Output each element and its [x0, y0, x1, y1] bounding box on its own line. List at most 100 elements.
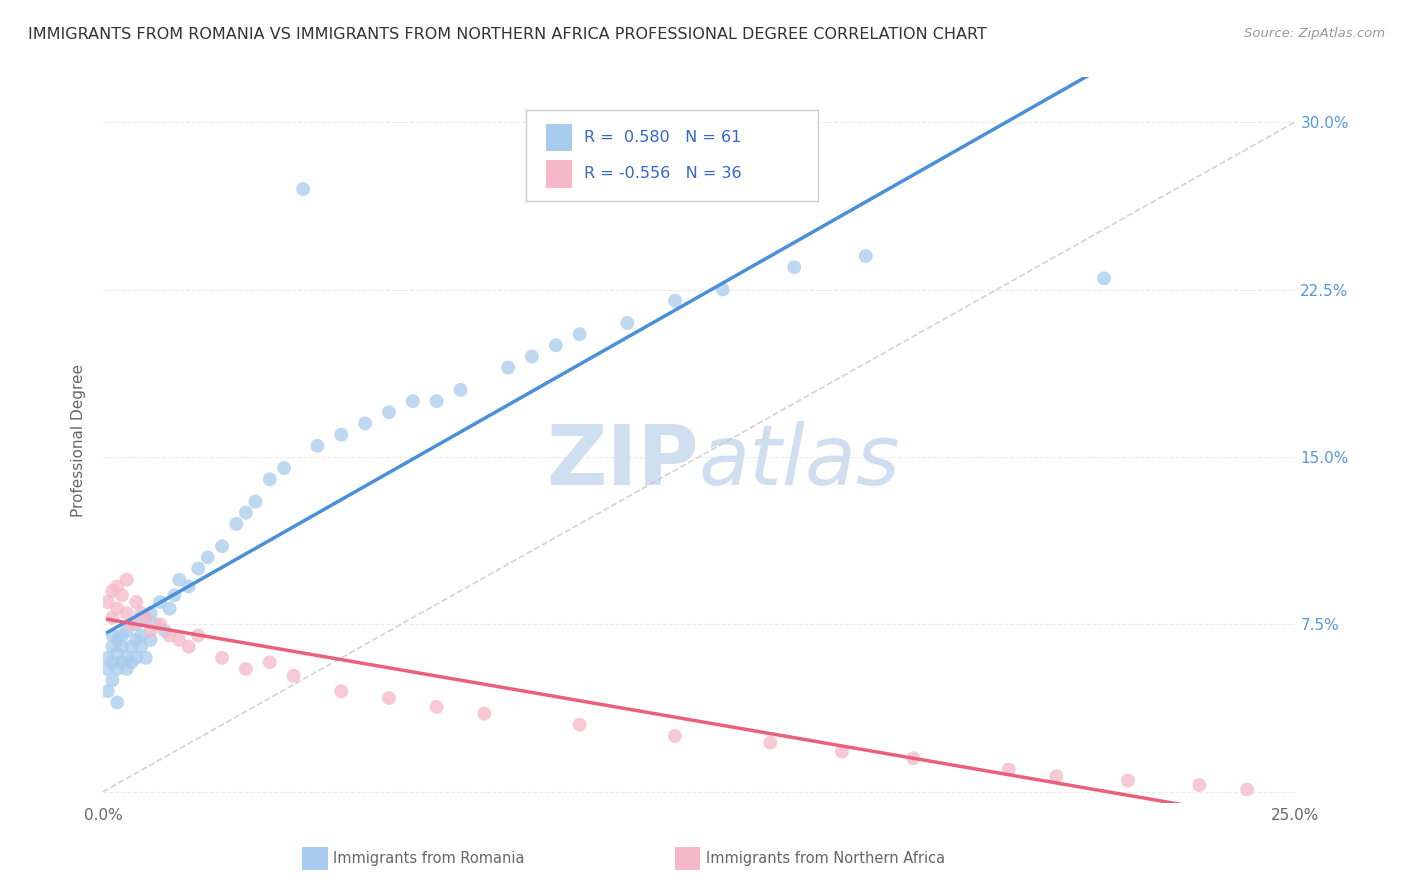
Point: [115, 573, 138, 587]
Text: ZIP: ZIP: [547, 421, 699, 502]
Point: [129, 640, 152, 654]
Point: [664, 729, 686, 743]
Point: [97, 595, 120, 609]
Point: [997, 763, 1019, 777]
Point: [105, 632, 128, 647]
Point: [111, 628, 134, 642]
Point: [783, 260, 806, 275]
Point: [235, 662, 257, 676]
Point: [544, 338, 567, 352]
Point: [105, 601, 128, 615]
Point: [125, 632, 148, 647]
Point: [111, 640, 134, 654]
Text: R = -0.556   N = 36: R = -0.556 N = 36: [585, 167, 742, 181]
Point: [121, 655, 143, 669]
Point: [568, 327, 591, 342]
Point: [177, 579, 200, 593]
Bar: [302, 847, 328, 870]
Point: [472, 706, 495, 721]
Point: [125, 650, 148, 665]
Point: [105, 579, 128, 593]
Point: [402, 394, 425, 409]
Text: IMMIGRANTS FROM ROMANIA VS IMMIGRANTS FROM NORTHERN AFRICA PROFESSIONAL DEGREE C: IMMIGRANTS FROM ROMANIA VS IMMIGRANTS FR…: [28, 27, 987, 42]
Point: [101, 610, 124, 624]
Point: [97, 650, 120, 665]
Point: [426, 700, 449, 714]
Point: [855, 249, 877, 263]
Point: [135, 610, 157, 624]
Point: [167, 632, 190, 647]
Point: [105, 696, 128, 710]
Point: [177, 640, 200, 654]
Point: [129, 628, 152, 642]
Point: [449, 383, 471, 397]
Point: [111, 588, 134, 602]
Text: atlas: atlas: [699, 421, 900, 502]
Y-axis label: Professional Degree: Professional Degree: [72, 364, 86, 516]
Point: [135, 610, 157, 624]
Point: [149, 617, 172, 632]
Point: [125, 595, 148, 609]
Point: [235, 506, 257, 520]
Point: [121, 640, 143, 654]
Bar: [547, 124, 572, 152]
Point: [354, 417, 377, 431]
Point: [520, 350, 543, 364]
Point: [139, 606, 162, 620]
Point: [496, 360, 519, 375]
Point: [225, 516, 247, 531]
Point: [135, 650, 157, 665]
Point: [153, 624, 176, 638]
Point: [1116, 773, 1139, 788]
Point: [115, 606, 138, 620]
Point: [1188, 778, 1211, 792]
Point: [245, 494, 267, 508]
Point: [149, 595, 172, 609]
Point: [292, 182, 315, 196]
Point: [101, 655, 124, 669]
Point: [163, 588, 186, 602]
Point: [616, 316, 638, 330]
Point: [159, 601, 181, 615]
Point: [426, 394, 449, 409]
Point: [903, 751, 925, 765]
Point: [115, 662, 138, 676]
Point: [105, 646, 128, 660]
Point: [211, 650, 233, 665]
Point: [759, 736, 782, 750]
Point: [711, 283, 734, 297]
Point: [111, 655, 134, 669]
Point: [115, 624, 138, 638]
Point: [211, 539, 233, 553]
Point: [101, 640, 124, 654]
Point: [1045, 769, 1067, 783]
Point: [121, 617, 143, 632]
Bar: [675, 847, 700, 870]
Point: [97, 684, 120, 698]
Point: [105, 662, 128, 676]
Point: [101, 628, 124, 642]
Point: [187, 561, 209, 575]
Point: [159, 628, 181, 642]
Point: [101, 583, 124, 598]
Point: [831, 745, 853, 759]
Point: [97, 662, 120, 676]
FancyBboxPatch shape: [526, 110, 818, 201]
Point: [125, 617, 148, 632]
Point: [129, 606, 152, 620]
Point: [167, 573, 190, 587]
Point: [139, 632, 162, 647]
Point: [568, 718, 591, 732]
Point: [1236, 782, 1258, 797]
Text: Immigrants from Romania: Immigrants from Romania: [333, 851, 524, 866]
Point: [664, 293, 686, 308]
Text: R =  0.580   N = 61: R = 0.580 N = 61: [585, 130, 742, 145]
Point: [115, 650, 138, 665]
Text: Immigrants from Northern Africa: Immigrants from Northern Africa: [706, 851, 945, 866]
Point: [283, 668, 305, 682]
Point: [259, 655, 281, 669]
Point: [273, 461, 295, 475]
Point: [330, 427, 353, 442]
Point: [143, 617, 166, 632]
Point: [101, 673, 124, 688]
